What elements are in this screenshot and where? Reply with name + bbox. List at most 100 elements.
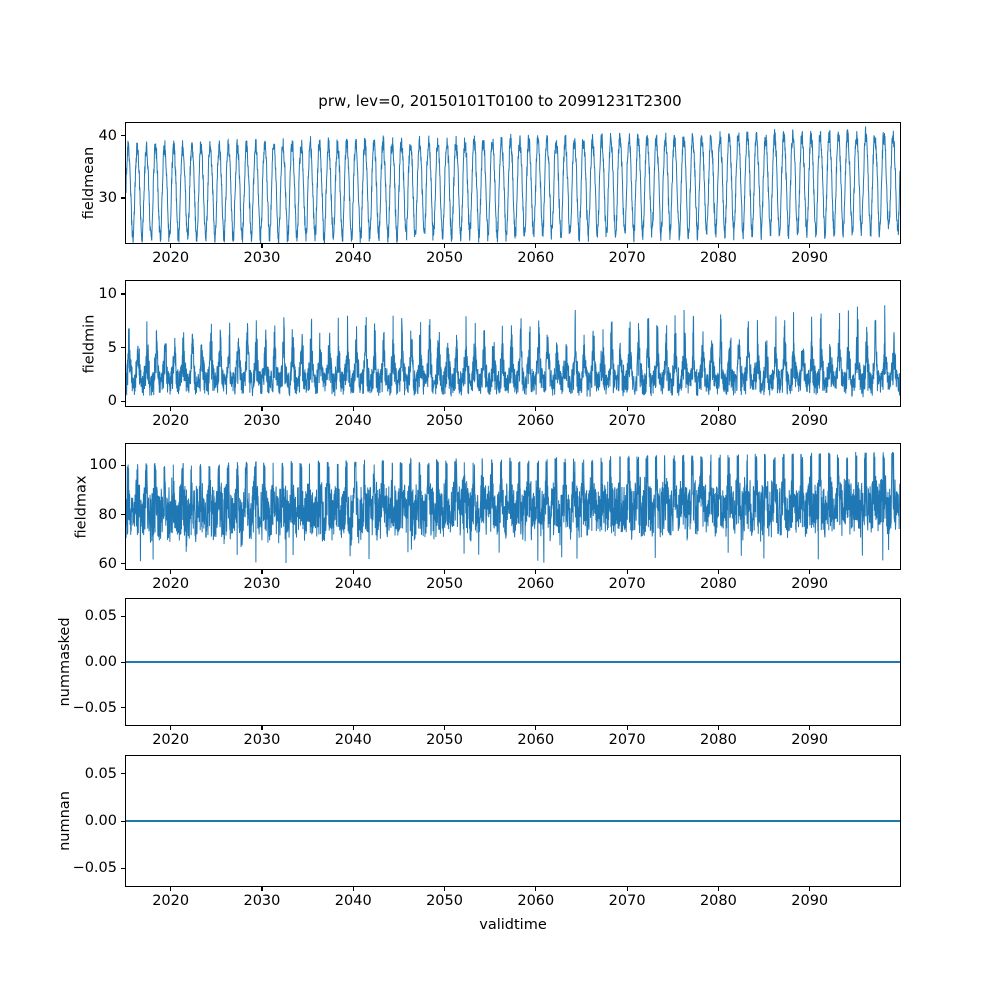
ytick-label-numnan-1: 0.00 bbox=[84, 813, 117, 829]
xtick-mark-fieldmin-3 bbox=[444, 407, 446, 411]
ytick-mark-fieldmax-1 bbox=[121, 514, 125, 516]
xtick-mark-numnan-5 bbox=[626, 887, 628, 891]
plot-line-fieldmax bbox=[126, 444, 900, 569]
xtick-label-fieldmin-6: 2080 bbox=[699, 413, 737, 429]
xtick-label-fieldmean-4: 2060 bbox=[517, 250, 555, 266]
xtick-mark-fieldmin-7 bbox=[809, 407, 811, 411]
xtick-mark-numnan-0 bbox=[170, 887, 172, 891]
ytick-mark-nummasked-1 bbox=[121, 661, 125, 663]
xtick-label-fieldmin-2: 2040 bbox=[334, 413, 372, 429]
xtick-mark-numnan-3 bbox=[444, 887, 446, 891]
xtick-label-fieldmean-3: 2050 bbox=[426, 250, 463, 266]
xtick-label-fieldmin-1: 2030 bbox=[243, 413, 281, 429]
xtick-label-fieldmax-6: 2080 bbox=[699, 576, 737, 592]
xtick-label-nummasked-7: 2090 bbox=[791, 732, 829, 748]
ytick-mark-numnan-1 bbox=[121, 820, 125, 822]
xtick-label-fieldmax-5: 2070 bbox=[608, 576, 646, 592]
xtick-mark-nummasked-4 bbox=[535, 726, 537, 730]
xtick-mark-fieldmean-1 bbox=[261, 244, 263, 248]
xtick-mark-fieldmean-7 bbox=[809, 244, 811, 248]
xtick-mark-nummasked-6 bbox=[717, 726, 719, 730]
xtick-label-numnan-5: 2070 bbox=[608, 893, 646, 909]
xtick-mark-numnan-6 bbox=[717, 887, 719, 891]
xtick-label-fieldmin-0: 2020 bbox=[152, 413, 190, 429]
ytick-mark-fieldmean-0 bbox=[121, 197, 125, 199]
xtick-label-fieldmax-2: 2040 bbox=[334, 576, 372, 592]
xtick-label-fieldmean-5: 2070 bbox=[608, 250, 646, 266]
xtick-label-nummasked-4: 2060 bbox=[517, 732, 555, 748]
xtick-label-fieldmax-1: 2030 bbox=[243, 576, 281, 592]
xtick-label-fieldmin-7: 2090 bbox=[791, 413, 829, 429]
ytick-mark-fieldmin-0 bbox=[121, 400, 125, 402]
xtick-label-nummasked-5: 2070 bbox=[608, 732, 646, 748]
xtick-label-fieldmean-1: 2030 bbox=[243, 250, 281, 266]
data-line-fieldmax bbox=[126, 452, 900, 563]
ytick-label-fieldmin-1: 5 bbox=[107, 339, 117, 356]
xtick-mark-numnan-1 bbox=[261, 887, 263, 891]
xtick-label-nummasked-0: 2020 bbox=[152, 732, 190, 748]
subplot-fieldmax bbox=[125, 443, 901, 570]
xtick-label-numnan-1: 2030 bbox=[243, 893, 281, 909]
ytick-label-nummasked-1: 0.00 bbox=[84, 654, 117, 670]
ytick-label-fieldmin-0: 0 bbox=[107, 393, 117, 410]
xtick-label-numnan-2: 2040 bbox=[334, 893, 372, 909]
subplot-fieldmean bbox=[125, 122, 901, 244]
ytick-label-fieldmean-1: 40 bbox=[98, 127, 117, 144]
xtick-mark-numnan-4 bbox=[535, 887, 537, 891]
xtick-label-fieldmin-5: 2070 bbox=[608, 413, 646, 429]
xtick-label-numnan-0: 2020 bbox=[152, 893, 190, 909]
xlabel-numnan: validtime bbox=[479, 917, 547, 933]
ytick-mark-numnan-0 bbox=[121, 867, 125, 869]
xtick-mark-fieldmean-2 bbox=[352, 244, 354, 248]
xtick-label-fieldmean-0: 2020 bbox=[152, 250, 190, 266]
xtick-mark-nummasked-2 bbox=[352, 726, 354, 730]
xtick-mark-fieldmax-5 bbox=[626, 570, 628, 574]
ytick-label-nummasked-0: −0.05 bbox=[72, 699, 117, 716]
xtick-label-fieldmax-3: 2050 bbox=[426, 576, 463, 592]
ytick-mark-fieldmax-2 bbox=[121, 464, 125, 466]
ytick-mark-fieldmin-1 bbox=[121, 347, 125, 349]
xtick-mark-fieldmax-4 bbox=[535, 570, 537, 574]
xtick-mark-nummasked-1 bbox=[261, 726, 263, 730]
xtick-mark-fieldmean-6 bbox=[717, 244, 719, 248]
xtick-mark-fieldmax-1 bbox=[261, 570, 263, 574]
xtick-label-numnan-7: 2090 bbox=[791, 893, 829, 909]
ytick-mark-nummasked-2 bbox=[121, 615, 125, 617]
axes-frame-nummasked bbox=[125, 598, 901, 726]
xtick-label-fieldmax-0: 2020 bbox=[152, 576, 190, 592]
xtick-mark-fieldmax-0 bbox=[170, 570, 172, 574]
xtick-mark-numnan-7 bbox=[809, 887, 811, 891]
xtick-label-fieldmean-6: 2080 bbox=[699, 250, 737, 266]
ytick-mark-nummasked-0 bbox=[121, 707, 125, 709]
xtick-label-fieldmin-4: 2060 bbox=[517, 413, 555, 429]
xtick-mark-fieldmin-5 bbox=[626, 407, 628, 411]
data-line-fieldmin bbox=[126, 305, 900, 397]
ytick-mark-fieldmax-0 bbox=[121, 563, 125, 565]
xtick-label-fieldmin-3: 2050 bbox=[426, 413, 463, 429]
data-line-fieldmean bbox=[126, 126, 900, 243]
axes-frame-numnan bbox=[125, 755, 901, 887]
xtick-label-fieldmax-7: 2090 bbox=[791, 576, 829, 592]
ytick-label-numnan-2: 0.05 bbox=[84, 765, 117, 782]
xtick-mark-fieldmax-2 bbox=[352, 570, 354, 574]
ytick-label-fieldmin-2: 10 bbox=[98, 285, 117, 302]
subplot-fieldmin bbox=[125, 280, 901, 407]
xtick-mark-fieldmin-0 bbox=[170, 407, 172, 411]
plot-line-fieldmin bbox=[126, 281, 900, 406]
xtick-mark-nummasked-3 bbox=[444, 726, 446, 730]
subplot-nummasked bbox=[125, 598, 901, 726]
xtick-mark-fieldmin-2 bbox=[352, 407, 354, 411]
plot-line-nummasked bbox=[126, 599, 900, 725]
xtick-mark-numnan-2 bbox=[352, 887, 354, 891]
ytick-mark-fieldmean-1 bbox=[121, 135, 125, 137]
xtick-mark-fieldmean-4 bbox=[535, 244, 537, 248]
xtick-mark-fieldmin-4 bbox=[535, 407, 537, 411]
ytick-label-fieldmax-2: 100 bbox=[89, 457, 117, 474]
plot-line-numnan bbox=[126, 756, 900, 886]
ytick-label-fieldmax-1: 80 bbox=[98, 506, 117, 523]
xtick-label-numnan-3: 2050 bbox=[426, 893, 463, 909]
xtick-mark-nummasked-5 bbox=[626, 726, 628, 730]
xtick-mark-fieldmin-1 bbox=[261, 407, 263, 411]
xtick-mark-nummasked-7 bbox=[809, 726, 811, 730]
